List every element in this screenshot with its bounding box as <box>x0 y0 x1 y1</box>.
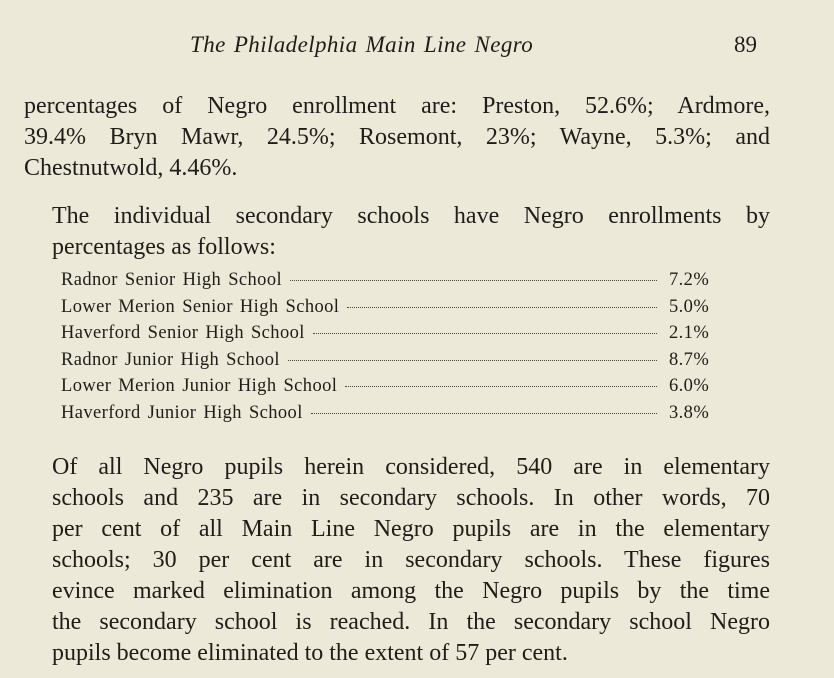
text-line: percentages of Negro enrollment are: Pre… <box>24 93 770 119</box>
page-number: 89 <box>734 32 757 57</box>
text-line: Chestnutwold, 4.46%. <box>24 155 238 181</box>
school-percentage: 6.0% <box>669 376 710 396</box>
school-percentage: 5.0% <box>669 296 710 317</box>
school-name: Lower Merion Junior High School <box>61 376 338 396</box>
secondary-schools-table: Radnor Senior High School 7.2% Lower Mer… <box>61 270 721 429</box>
paragraph-elimination-summary: Of all Negro pupils herein considered, 5… <box>24 452 770 669</box>
school-percentage: 2.1% <box>669 323 710 343</box>
dot-leader <box>312 333 657 334</box>
school-name: Lower Merion Senior High School <box>61 296 340 317</box>
dot-leader <box>345 386 657 387</box>
text-line: pupils become eliminated to the extent o… <box>52 640 568 666</box>
dot-leader <box>347 306 657 308</box>
table-row: Haverford Junior High School 3.8% <box>61 403 721 430</box>
running-head: The Philadelphia Main Line Negro 89 <box>0 30 834 64</box>
text-line: the secondary school is reached. In the … <box>52 609 770 635</box>
table-row: Lower Merion Senior High School 5.0% <box>61 297 721 324</box>
table-row: Haverford Senior High School 2.1% <box>61 323 721 350</box>
dot-leader <box>310 412 657 414</box>
school-name: Radnor Junior High School <box>61 349 280 370</box>
table-row: Radnor Junior High School 8.7% <box>61 350 721 377</box>
school-percentage: 8.7% <box>669 349 710 370</box>
table-row: Radnor Senior High School 7.2% <box>61 270 721 297</box>
table-row: Lower Merion Junior High School 6.0% <box>61 376 721 403</box>
text-line: schools and 235 are in secondary schools… <box>52 485 770 511</box>
text-line: evince marked elimination among the Negr… <box>52 578 770 604</box>
text-line: percentages as follows: <box>52 234 276 260</box>
text-line: schools; 30 per cent are in secondary sc… <box>52 547 770 573</box>
school-name: Haverford Senior High School <box>61 323 305 343</box>
text-line: per cent of all Main Line Negro pupils a… <box>52 516 770 542</box>
school-percentage: 3.8% <box>669 402 710 423</box>
dot-leader <box>290 280 657 281</box>
text-line: The individual secondary schools have Ne… <box>52 203 770 229</box>
running-title: The Philadelphia Main Line Negro <box>190 32 534 57</box>
text-line: 39.4% Bryn Mawr, 24.5%; Rosemont, 23%; W… <box>24 124 770 150</box>
dot-leader <box>287 359 657 361</box>
paragraph-secondary-intro: The individual secondary schools have Ne… <box>24 201 770 263</box>
school-name: Radnor Senior High School <box>61 270 283 290</box>
school-name: Haverford Junior High School <box>61 402 303 423</box>
school-percentage: 7.2% <box>669 270 710 290</box>
paragraph-enrollment-percentages: percentages of Negro enrollment are: Pre… <box>24 91 770 184</box>
text-line: Of all Negro pupils herein considered, 5… <box>52 454 770 480</box>
